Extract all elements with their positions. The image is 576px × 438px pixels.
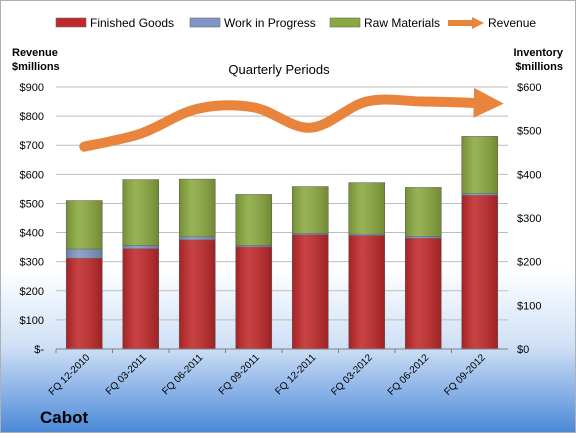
right-tick-label: $400 [517, 169, 541, 181]
bar-shade [66, 249, 103, 259]
right-tick-label: $300 [517, 213, 541, 225]
company-name: Cabot [40, 408, 89, 427]
left-tick-label: $500 [20, 198, 44, 210]
right-axis-ticks: $0 $100 $200 $300 $400 $500 $600 [517, 82, 541, 356]
legend-swatch-raw-materials [329, 17, 361, 28]
revenue-line [79, 87, 504, 152]
bar-shade [122, 245, 159, 249]
bar-shade [405, 238, 442, 349]
bar-shade [348, 235, 385, 349]
bar-shade [461, 193, 498, 196]
legend-swatch-work-in-progress [189, 17, 221, 28]
right-tick-label: $600 [517, 82, 541, 94]
legend-label-work-in-progress: Work in Progress [224, 16, 316, 30]
left-tick-label: $700 [20, 140, 44, 152]
bar-shade [122, 248, 159, 349]
legend-swatch-finished-goods [55, 17, 87, 28]
bars [65, 136, 499, 350]
left-tick-label: $400 [20, 228, 44, 240]
right-tick-label: $100 [517, 300, 541, 312]
left-tick-label: $100 [20, 315, 44, 327]
legend: Finished Goods Work in Progress Raw Materi… [55, 16, 536, 30]
bar-shade [461, 195, 498, 349]
legend-label-raw-materials: Raw Materials [364, 16, 440, 30]
bar-shade [405, 236, 442, 239]
bar-shade [461, 136, 498, 194]
right-tick-label: $200 [517, 257, 541, 269]
right-axis-label-line1: Inventory [513, 47, 563, 59]
bar-shade [235, 245, 272, 247]
left-axis-label-line1: Revenue [12, 47, 58, 59]
left-axis-label-line2: $millions [12, 61, 60, 73]
bar-shade [292, 233, 329, 235]
legend-swatch-arrow [472, 17, 484, 29]
bar-shade [179, 239, 216, 349]
right-axis-label-line2: $millions [515, 61, 563, 73]
chart-title: Quarterly Periods [228, 62, 330, 77]
bar-shade [235, 194, 272, 246]
bar-shade [235, 246, 272, 349]
bar-shade [292, 234, 329, 349]
bar-shade [292, 186, 329, 234]
bar-shade [348, 182, 385, 235]
legend-label-finished-goods: Finished Goods [90, 16, 174, 30]
bar-shade [122, 179, 159, 246]
right-tick-label: $500 [517, 126, 541, 138]
legend-label-revenue: Revenue [488, 16, 536, 30]
left-tick-label: $300 [20, 257, 44, 269]
bar-shade [179, 179, 216, 237]
left-tick-label: $200 [20, 286, 44, 298]
bar-shade [66, 200, 103, 250]
bar-shade [405, 187, 442, 237]
left-tick-label: $800 [20, 111, 44, 123]
bar-shade [179, 236, 216, 240]
bar-shade [348, 234, 385, 236]
left-axis-ticks: $- $100 $200 $300 $400 $500 $600 $700 $800 $900 [20, 82, 45, 356]
left-tick-label: $900 [20, 82, 44, 94]
left-tick-label: $600 [20, 169, 44, 181]
left-tick-label: $- [34, 344, 44, 356]
revenue-line-path [79, 87, 504, 152]
bar-shade [66, 258, 103, 349]
right-tick-label: $0 [517, 344, 529, 356]
